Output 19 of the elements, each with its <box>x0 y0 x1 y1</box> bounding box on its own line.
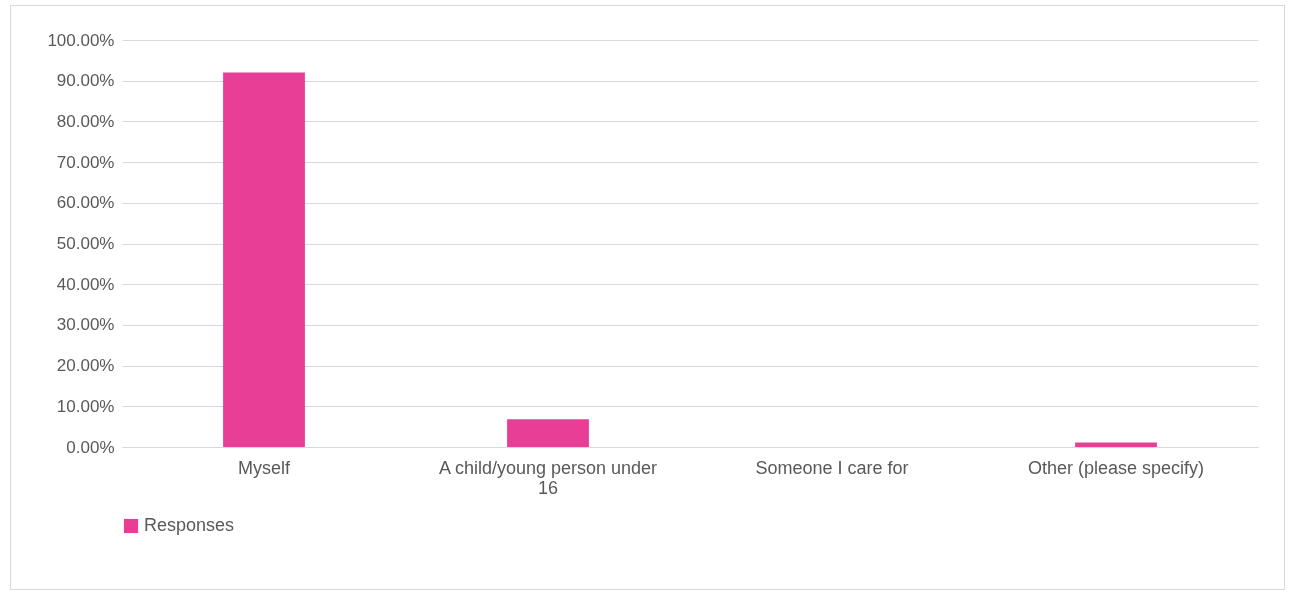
bar <box>1075 442 1157 447</box>
y-tick-label: 70.00% <box>56 152 115 172</box>
x-tick-label: Other (please specify) <box>1027 457 1205 478</box>
y-tick-label: 10.00% <box>56 396 115 416</box>
bar <box>223 72 305 447</box>
x-tick-label: A child/young person under 16 <box>438 457 658 498</box>
y-tick-label: 50.00% <box>56 234 115 253</box>
x-tick-label: Myself <box>237 457 291 478</box>
y-tick-label: 60.00% <box>56 193 115 213</box>
legend-label: Responses <box>144 515 235 535</box>
y-tick-label: 40.00% <box>56 274 115 294</box>
y-tick-label: 0.00% <box>66 437 115 457</box>
y-tick-label: 20.00% <box>56 356 115 376</box>
bar <box>507 419 589 447</box>
x-tick-label: Someone I care for <box>755 457 909 478</box>
y-tick-label: 80.00% <box>56 111 115 131</box>
y-tick-label: 100.00% <box>47 30 115 50</box>
y-tick-label: 30.00% <box>56 315 115 335</box>
y-tick-label: 90.00% <box>56 71 115 91</box>
